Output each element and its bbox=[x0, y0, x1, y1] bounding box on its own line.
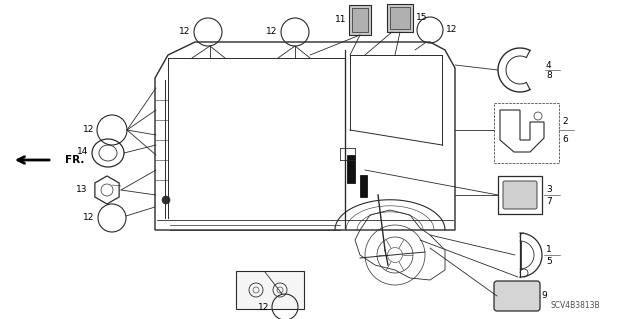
Text: 12: 12 bbox=[83, 125, 94, 135]
Bar bbox=[347, 155, 355, 183]
Text: 4: 4 bbox=[546, 61, 552, 70]
FancyBboxPatch shape bbox=[494, 281, 540, 311]
FancyBboxPatch shape bbox=[503, 181, 537, 209]
Bar bbox=[387, 4, 413, 32]
Circle shape bbox=[162, 196, 170, 204]
Bar bbox=[236, 271, 304, 309]
Text: SCV4B3813B: SCV4B3813B bbox=[550, 301, 600, 310]
Text: 12: 12 bbox=[266, 27, 277, 36]
Bar bbox=[352, 8, 368, 32]
Bar bbox=[390, 7, 410, 29]
Text: 7: 7 bbox=[546, 197, 552, 205]
Bar bbox=[349, 5, 371, 35]
Text: 12: 12 bbox=[258, 302, 269, 311]
Bar bbox=[494, 103, 559, 163]
Text: 1: 1 bbox=[546, 244, 552, 254]
Text: 6: 6 bbox=[562, 135, 568, 144]
Bar bbox=[498, 176, 542, 214]
Text: 13: 13 bbox=[76, 186, 87, 195]
Text: 12: 12 bbox=[179, 27, 190, 36]
Text: 11: 11 bbox=[335, 16, 346, 25]
Text: 9: 9 bbox=[541, 292, 547, 300]
Text: FR.: FR. bbox=[65, 155, 84, 165]
Text: 2: 2 bbox=[562, 116, 568, 125]
Text: 14: 14 bbox=[77, 146, 88, 155]
Text: 15: 15 bbox=[416, 13, 428, 23]
Text: 12: 12 bbox=[446, 26, 458, 34]
Bar bbox=[360, 175, 367, 197]
Text: 5: 5 bbox=[546, 256, 552, 265]
Text: 8: 8 bbox=[546, 71, 552, 80]
Text: 3: 3 bbox=[546, 184, 552, 194]
Text: 12: 12 bbox=[83, 213, 94, 222]
